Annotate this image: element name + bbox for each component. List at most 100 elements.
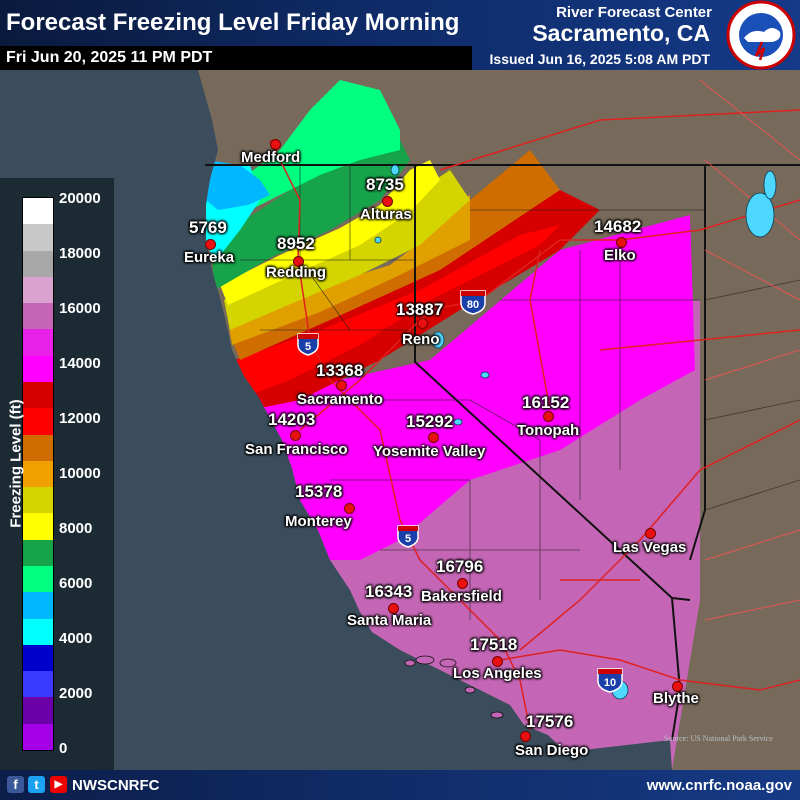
city-label-alturas: Alturas xyxy=(360,206,412,223)
city-label-sacramento: Sacramento xyxy=(297,391,383,408)
freezing-level-reno: 13887 xyxy=(396,300,444,319)
legend-color-step xyxy=(23,539,53,566)
legend-color-step xyxy=(23,250,53,277)
valid-time: Fri Jun 20, 2025 11 PM PDT xyxy=(6,49,213,66)
freezing-level-sacramento: 13368 xyxy=(316,361,364,380)
city-marker[interactable] xyxy=(417,318,428,329)
city-label-san-francisco: San Francisco xyxy=(245,441,348,458)
nws-logo[interactable] xyxy=(722,0,800,70)
legend-color-step xyxy=(23,408,53,435)
legend-color-step xyxy=(23,565,53,593)
legend-tick: 12000 xyxy=(59,410,101,427)
legend-color-step xyxy=(23,355,53,382)
city-label-tonopah: Tonopah xyxy=(517,422,580,439)
legend-color-step xyxy=(23,276,53,304)
city-label-los-angeles: Los Angeles xyxy=(453,665,542,682)
city-marker[interactable] xyxy=(645,528,656,539)
facebook-icon[interactable]: f xyxy=(7,776,24,793)
legend-colorbar xyxy=(22,197,54,751)
city-label-las-vegas: Las Vegas xyxy=(613,539,687,556)
legend-tick: 0 xyxy=(59,740,68,757)
legend-color-step xyxy=(23,618,53,645)
city-label-elko: Elko xyxy=(604,247,636,264)
city-label-reno: Reno xyxy=(402,331,440,348)
city-marker[interactable] xyxy=(520,731,531,742)
city-marker[interactable] xyxy=(616,237,627,248)
city-marker[interactable] xyxy=(382,196,393,207)
city-marker[interactable] xyxy=(672,681,683,692)
interstate-shield-10: 10 xyxy=(597,668,623,693)
city-label-yosemite-valley: Yosemite Valley xyxy=(373,443,486,460)
city-marker[interactable] xyxy=(457,578,468,589)
website-link[interactable]: www.cnrfc.noaa.gov xyxy=(646,777,792,794)
youtube-icon[interactable]: ▶ xyxy=(50,776,67,793)
highways xyxy=(269,109,800,731)
legend-tick: 18000 xyxy=(59,245,101,262)
legend-tick: 14000 xyxy=(59,355,101,372)
twitter-icon[interactable]: t xyxy=(28,776,45,793)
city-marker[interactable] xyxy=(388,603,399,614)
issued-time: Issued Jun 16, 2025 5:08 AM PDT xyxy=(489,51,710,67)
office-line-1: River Forecast Center xyxy=(556,4,712,21)
legend-color-step xyxy=(23,697,53,724)
legend-tick: 8000 xyxy=(59,520,93,537)
interstate-shield-5-south: 5 xyxy=(397,525,419,548)
city-label-eureka: Eureka xyxy=(184,249,235,266)
legend-title: Freezing Level (ft) xyxy=(7,399,25,528)
freezing-level-los-angeles: 17518 xyxy=(470,635,518,654)
freezing-level-san-francisco: 14203 xyxy=(268,410,316,429)
freezing-level-monterey: 15378 xyxy=(295,482,343,501)
city-marker[interactable] xyxy=(344,503,355,514)
legend-color-step xyxy=(23,460,53,488)
interstate-shield-80: 80 xyxy=(460,290,486,315)
legend-tick: 6000 xyxy=(59,575,93,592)
freezing-level-san-diego: 17576 xyxy=(526,712,574,731)
city-label-santa-maria: Santa Maria xyxy=(347,612,432,629)
legend-color-step xyxy=(23,487,53,514)
city-label-bakersfield: Bakersfield xyxy=(421,588,502,605)
legend-color-step xyxy=(23,723,53,750)
freezing-level-bakersfield: 16796 xyxy=(436,557,484,576)
freezing-level-santa-maria: 16343 xyxy=(365,582,413,601)
freezing-level-alturas: 8735 xyxy=(366,175,404,194)
valid-time-bar: Fri Jun 20, 2025 11 PM PDT xyxy=(0,46,472,70)
freezing-level-yosemite-valley: 15292 xyxy=(406,412,454,431)
color-legend xyxy=(0,178,114,770)
legend-tick: 4000 xyxy=(59,630,93,647)
city-marker[interactable] xyxy=(543,411,554,422)
lakes xyxy=(374,164,777,700)
legend-color-step xyxy=(23,303,53,330)
legend-color-step xyxy=(23,671,53,698)
office-line-2: Sacramento, CA xyxy=(532,20,710,46)
freezing-level-elko: 14682 xyxy=(594,217,642,236)
city-marker[interactable] xyxy=(336,380,347,391)
city-marker[interactable] xyxy=(293,256,304,267)
legend-color-step xyxy=(23,592,53,619)
freezing-level-eureka: 5769 xyxy=(189,218,227,237)
city-marker[interactable] xyxy=(290,430,301,441)
city-marker[interactable] xyxy=(492,656,503,667)
legend-color-step xyxy=(23,513,53,540)
interstate-number: 80 xyxy=(467,299,479,311)
page-title: Forecast Freezing Level Friday Morning xyxy=(6,9,460,36)
city-marker[interactable] xyxy=(428,432,439,443)
freezing-level-tonopah: 16152 xyxy=(522,393,570,412)
city-label-redding: Redding xyxy=(266,264,326,281)
legend-color-step xyxy=(23,434,53,461)
interstate-shield-5-north: 5 xyxy=(297,333,319,356)
legend-color-step xyxy=(23,381,53,409)
footer-bar xyxy=(0,770,800,800)
city-label-san-diego: San Diego xyxy=(515,742,589,759)
legend-tick: 20000 xyxy=(59,190,101,207)
freezing-level-redding: 8952 xyxy=(277,234,315,253)
social-handle[interactable]: NWSCNRFC xyxy=(72,777,160,794)
channel-islands xyxy=(404,655,504,719)
legend-color-step xyxy=(23,198,53,225)
legend-color-step xyxy=(23,329,53,356)
interstate-number: 10 xyxy=(604,677,616,689)
city-marker[interactable] xyxy=(205,239,216,250)
legend-tick: 16000 xyxy=(59,300,101,317)
interstate-number: 5 xyxy=(305,341,311,353)
city-marker[interactable] xyxy=(270,139,281,150)
